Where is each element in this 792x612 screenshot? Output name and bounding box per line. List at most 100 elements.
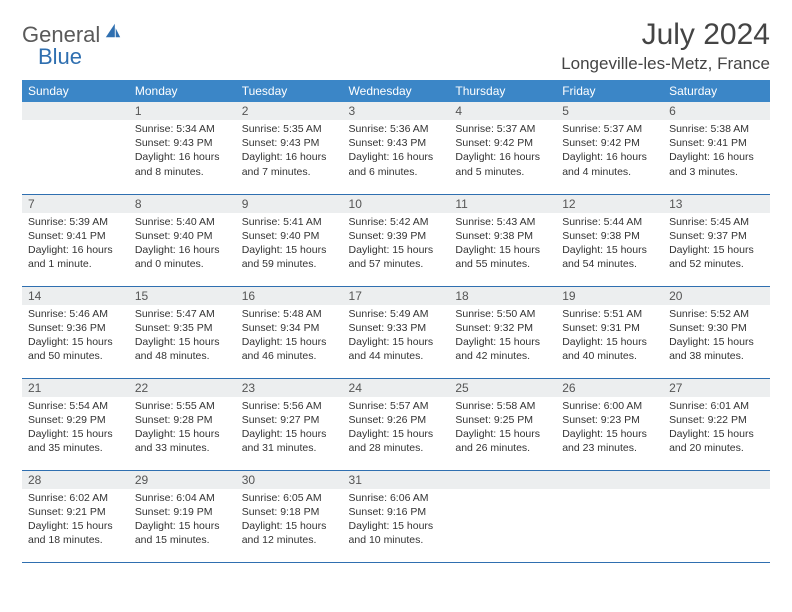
weekday-header: Friday (556, 80, 663, 102)
day-number: 25 (449, 379, 556, 397)
day-details: Sunrise: 5:56 AMSunset: 9:27 PMDaylight:… (236, 397, 343, 460)
day-details: Sunrise: 5:43 AMSunset: 9:38 PMDaylight:… (449, 213, 556, 276)
calendar-day-cell: 17Sunrise: 5:49 AMSunset: 9:33 PMDayligh… (343, 286, 450, 378)
calendar-week-row: 21Sunrise: 5:54 AMSunset: 9:29 PMDayligh… (22, 378, 770, 470)
month-title: July 2024 (561, 18, 770, 52)
weekday-header: Wednesday (343, 80, 450, 102)
calendar-table: SundayMondayTuesdayWednesdayThursdayFrid… (22, 80, 770, 563)
day-number: 11 (449, 195, 556, 213)
day-number: 9 (236, 195, 343, 213)
day-number: 3 (343, 102, 450, 120)
logo-sail-icon (104, 22, 122, 40)
calendar-day-cell: 19Sunrise: 5:51 AMSunset: 9:31 PMDayligh… (556, 286, 663, 378)
logo-sub: Blue (38, 44, 82, 70)
day-details: Sunrise: 5:41 AMSunset: 9:40 PMDaylight:… (236, 213, 343, 276)
day-number (449, 471, 556, 489)
calendar-day-cell: 9Sunrise: 5:41 AMSunset: 9:40 PMDaylight… (236, 194, 343, 286)
day-number: 31 (343, 471, 450, 489)
calendar-day-cell: 27Sunrise: 6:01 AMSunset: 9:22 PMDayligh… (663, 378, 770, 470)
day-number: 29 (129, 471, 236, 489)
day-number: 2 (236, 102, 343, 120)
calendar-day-cell: 4Sunrise: 5:37 AMSunset: 9:42 PMDaylight… (449, 102, 556, 194)
day-details: Sunrise: 5:48 AMSunset: 9:34 PMDaylight:… (236, 305, 343, 368)
day-number: 20 (663, 287, 770, 305)
calendar-day-cell: 24Sunrise: 5:57 AMSunset: 9:26 PMDayligh… (343, 378, 450, 470)
calendar-week-row: 7Sunrise: 5:39 AMSunset: 9:41 PMDaylight… (22, 194, 770, 286)
calendar-day-cell: 18Sunrise: 5:50 AMSunset: 9:32 PMDayligh… (449, 286, 556, 378)
calendar-day-cell: 5Sunrise: 5:37 AMSunset: 9:42 PMDaylight… (556, 102, 663, 194)
day-number: 26 (556, 379, 663, 397)
calendar-day-cell: 28Sunrise: 6:02 AMSunset: 9:21 PMDayligh… (22, 470, 129, 562)
day-number: 10 (343, 195, 450, 213)
day-details: Sunrise: 5:49 AMSunset: 9:33 PMDaylight:… (343, 305, 450, 368)
calendar-day-cell: 3Sunrise: 5:36 AMSunset: 9:43 PMDaylight… (343, 102, 450, 194)
day-number: 22 (129, 379, 236, 397)
day-details: Sunrise: 6:01 AMSunset: 9:22 PMDaylight:… (663, 397, 770, 460)
calendar-day-cell (449, 470, 556, 562)
day-number: 24 (343, 379, 450, 397)
day-number: 30 (236, 471, 343, 489)
day-details: Sunrise: 5:40 AMSunset: 9:40 PMDaylight:… (129, 213, 236, 276)
day-number (663, 471, 770, 489)
day-details (22, 120, 129, 180)
day-details: Sunrise: 5:42 AMSunset: 9:39 PMDaylight:… (343, 213, 450, 276)
day-number: 15 (129, 287, 236, 305)
calendar-day-cell: 26Sunrise: 6:00 AMSunset: 9:23 PMDayligh… (556, 378, 663, 470)
day-details: Sunrise: 5:37 AMSunset: 9:42 PMDaylight:… (449, 120, 556, 183)
day-number: 14 (22, 287, 129, 305)
day-number: 23 (236, 379, 343, 397)
day-details: Sunrise: 5:38 AMSunset: 9:41 PMDaylight:… (663, 120, 770, 183)
calendar-day-cell (663, 470, 770, 562)
logo-text-blue: Blue (38, 44, 82, 69)
calendar-day-cell: 31Sunrise: 6:06 AMSunset: 9:16 PMDayligh… (343, 470, 450, 562)
day-number: 18 (449, 287, 556, 305)
title-block: July 2024 Longeville-les-Metz, France (561, 18, 770, 74)
calendar-day-cell: 29Sunrise: 6:04 AMSunset: 9:19 PMDayligh… (129, 470, 236, 562)
day-details: Sunrise: 6:02 AMSunset: 9:21 PMDaylight:… (22, 489, 129, 552)
day-details: Sunrise: 5:37 AMSunset: 9:42 PMDaylight:… (556, 120, 663, 183)
day-details: Sunrise: 5:50 AMSunset: 9:32 PMDaylight:… (449, 305, 556, 368)
day-number: 1 (129, 102, 236, 120)
day-details: Sunrise: 6:06 AMSunset: 9:16 PMDaylight:… (343, 489, 450, 552)
day-details: Sunrise: 6:04 AMSunset: 9:19 PMDaylight:… (129, 489, 236, 552)
day-details: Sunrise: 5:47 AMSunset: 9:35 PMDaylight:… (129, 305, 236, 368)
header: General July 2024 Longeville-les-Metz, F… (22, 18, 770, 74)
calendar-day-cell: 7Sunrise: 5:39 AMSunset: 9:41 PMDaylight… (22, 194, 129, 286)
calendar-day-cell: 2Sunrise: 5:35 AMSunset: 9:43 PMDaylight… (236, 102, 343, 194)
day-details: Sunrise: 5:58 AMSunset: 9:25 PMDaylight:… (449, 397, 556, 460)
calendar-day-cell: 1Sunrise: 5:34 AMSunset: 9:43 PMDaylight… (129, 102, 236, 194)
day-number (22, 102, 129, 120)
day-number (556, 471, 663, 489)
calendar-day-cell: 16Sunrise: 5:48 AMSunset: 9:34 PMDayligh… (236, 286, 343, 378)
calendar-day-cell (556, 470, 663, 562)
calendar-day-cell: 22Sunrise: 5:55 AMSunset: 9:28 PMDayligh… (129, 378, 236, 470)
day-details: Sunrise: 5:34 AMSunset: 9:43 PMDaylight:… (129, 120, 236, 183)
location-label: Longeville-les-Metz, France (561, 54, 770, 74)
weekday-header: Tuesday (236, 80, 343, 102)
calendar-week-row: 1Sunrise: 5:34 AMSunset: 9:43 PMDaylight… (22, 102, 770, 194)
calendar-day-cell: 20Sunrise: 5:52 AMSunset: 9:30 PMDayligh… (663, 286, 770, 378)
day-number: 8 (129, 195, 236, 213)
calendar-day-cell: 12Sunrise: 5:44 AMSunset: 9:38 PMDayligh… (556, 194, 663, 286)
day-number: 19 (556, 287, 663, 305)
calendar-day-cell: 23Sunrise: 5:56 AMSunset: 9:27 PMDayligh… (236, 378, 343, 470)
day-details: Sunrise: 5:55 AMSunset: 9:28 PMDaylight:… (129, 397, 236, 460)
calendar-day-cell: 14Sunrise: 5:46 AMSunset: 9:36 PMDayligh… (22, 286, 129, 378)
day-details: Sunrise: 5:44 AMSunset: 9:38 PMDaylight:… (556, 213, 663, 276)
weekday-header-row: SundayMondayTuesdayWednesdayThursdayFrid… (22, 80, 770, 102)
calendar-day-cell: 13Sunrise: 5:45 AMSunset: 9:37 PMDayligh… (663, 194, 770, 286)
calendar-day-cell: 15Sunrise: 5:47 AMSunset: 9:35 PMDayligh… (129, 286, 236, 378)
day-details: Sunrise: 5:51 AMSunset: 9:31 PMDaylight:… (556, 305, 663, 368)
day-number: 27 (663, 379, 770, 397)
day-details: Sunrise: 6:05 AMSunset: 9:18 PMDaylight:… (236, 489, 343, 552)
day-details: Sunrise: 5:39 AMSunset: 9:41 PMDaylight:… (22, 213, 129, 276)
day-details (663, 489, 770, 549)
day-details: Sunrise: 5:54 AMSunset: 9:29 PMDaylight:… (22, 397, 129, 460)
weekday-header: Thursday (449, 80, 556, 102)
day-details: Sunrise: 5:52 AMSunset: 9:30 PMDaylight:… (663, 305, 770, 368)
day-details: Sunrise: 5:35 AMSunset: 9:43 PMDaylight:… (236, 120, 343, 183)
day-details: Sunrise: 5:45 AMSunset: 9:37 PMDaylight:… (663, 213, 770, 276)
calendar-day-cell: 11Sunrise: 5:43 AMSunset: 9:38 PMDayligh… (449, 194, 556, 286)
calendar-day-cell: 21Sunrise: 5:54 AMSunset: 9:29 PMDayligh… (22, 378, 129, 470)
calendar-week-row: 28Sunrise: 6:02 AMSunset: 9:21 PMDayligh… (22, 470, 770, 562)
